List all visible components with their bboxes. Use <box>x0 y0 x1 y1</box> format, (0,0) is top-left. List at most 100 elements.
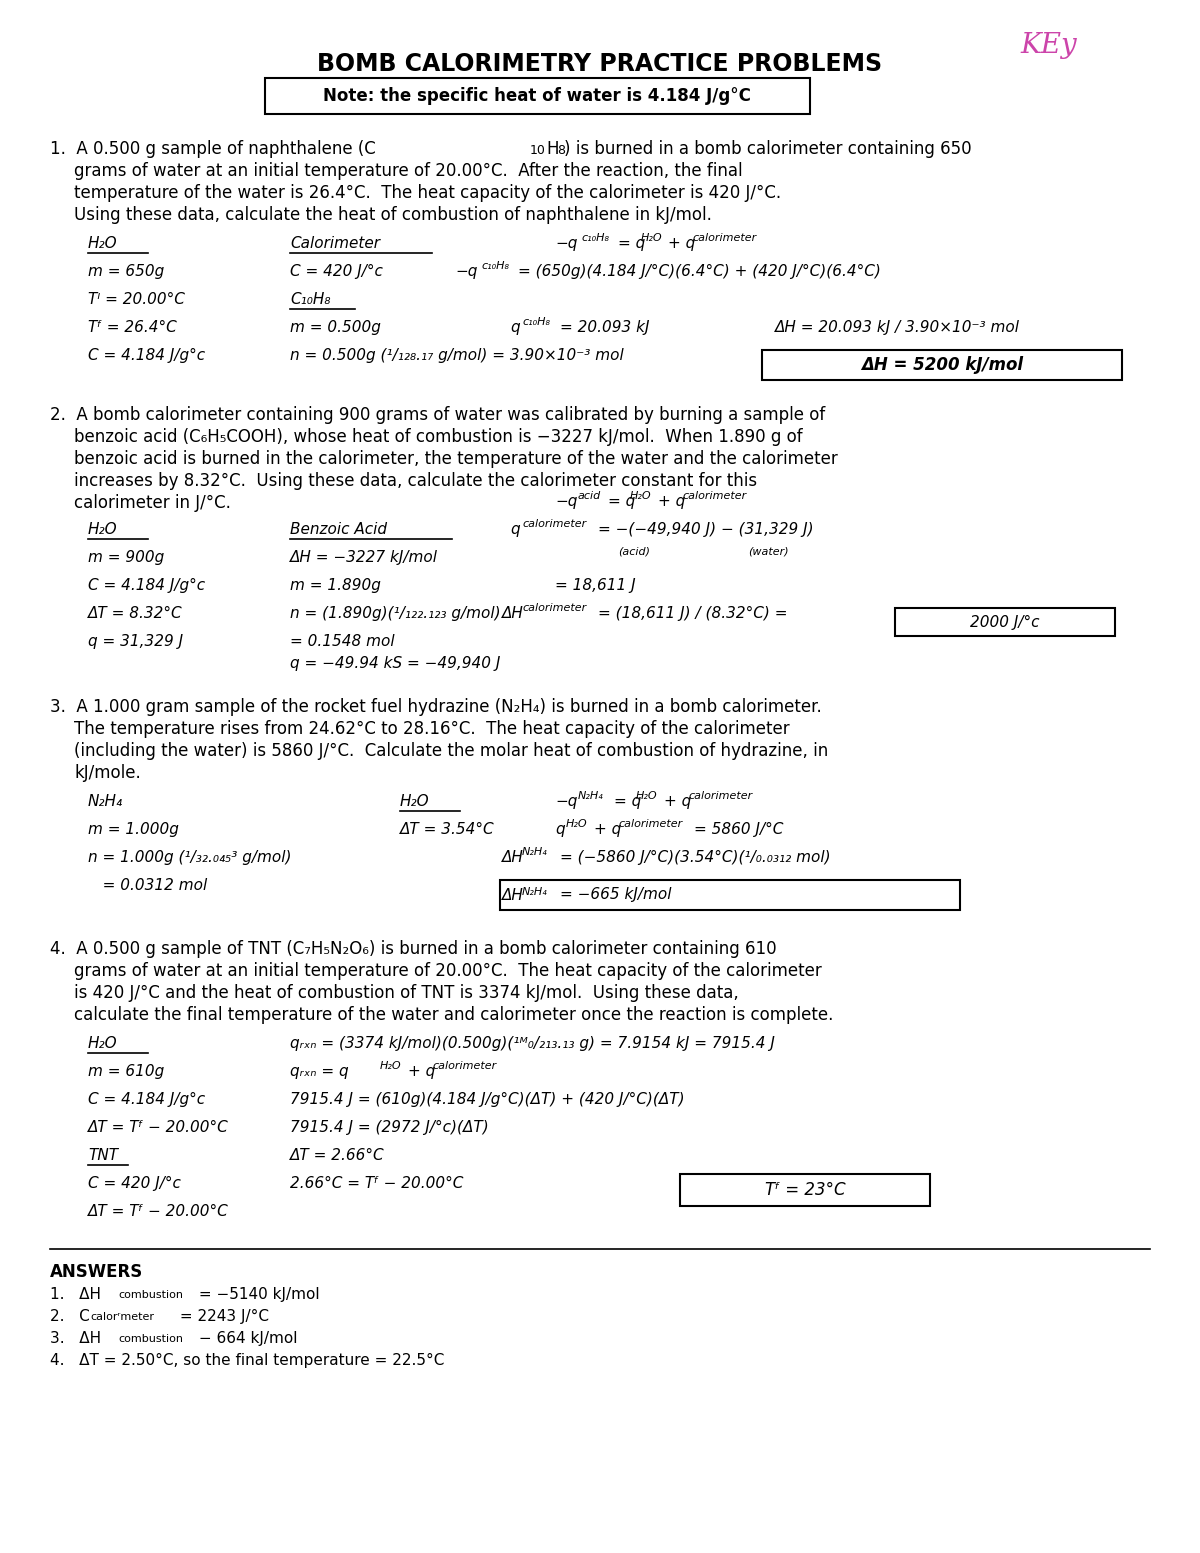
Text: H₂O: H₂O <box>88 522 118 537</box>
Bar <box>265 78 810 113</box>
Text: ΔH = −3227 kJ/mol: ΔH = −3227 kJ/mol <box>290 550 438 565</box>
Text: H: H <box>546 140 558 158</box>
Text: calorimeter: calorimeter <box>692 233 756 242</box>
Text: −q: −q <box>554 236 577 252</box>
Text: 4.  A 0.500 g sample of TNT (C₇H₅N₂O₆) is burned in a bomb calorimeter containin: 4. A 0.500 g sample of TNT (C₇H₅N₂O₆) is… <box>50 940 776 958</box>
Text: m = 0.500g: m = 0.500g <box>290 320 380 335</box>
Text: − 664 kJ/mol: − 664 kJ/mol <box>194 1331 298 1346</box>
Text: = 2243 J/°C: = 2243 J/°C <box>175 1309 269 1325</box>
Text: Note: the specific heat of water is 4.184 J/g°C: Note: the specific heat of water is 4.18… <box>323 87 751 106</box>
Text: 2.  A bomb calorimeter containing 900 grams of water was calibrated by burning a: 2. A bomb calorimeter containing 900 gra… <box>50 405 826 424</box>
Bar <box>895 609 1115 637</box>
Text: H₂O: H₂O <box>641 233 662 242</box>
Text: = −(−49,940 J) − (31,329 J): = −(−49,940 J) − (31,329 J) <box>598 522 814 537</box>
Text: = q: = q <box>614 794 641 809</box>
Text: q: q <box>510 320 520 335</box>
Text: + q: + q <box>668 236 695 252</box>
Text: + q: + q <box>658 494 685 509</box>
Text: 4.   ΔT = 2.50°C, so the final temperature = 22.5°C: 4. ΔT = 2.50°C, so the final temperature… <box>50 1353 444 1368</box>
Text: −q: −q <box>554 494 577 509</box>
Text: m = 650g: m = 650g <box>88 264 164 280</box>
Text: Using these data, calculate the heat of combustion of naphthalene in kJ/mol.: Using these data, calculate the heat of … <box>74 207 712 224</box>
Text: m = 1.000g: m = 1.000g <box>88 822 179 837</box>
Text: ΔT = 3.54°C: ΔT = 3.54°C <box>400 822 494 837</box>
Text: ΔH = 20.093 kJ / 3.90×10⁻³ mol: ΔH = 20.093 kJ / 3.90×10⁻³ mol <box>775 320 1020 335</box>
Text: calorimeter in J/°C.: calorimeter in J/°C. <box>74 494 230 512</box>
Text: H₂O: H₂O <box>566 818 588 829</box>
Text: ANSWERS: ANSWERS <box>50 1263 143 1281</box>
Bar <box>680 1174 930 1207</box>
Text: calorimeter: calorimeter <box>618 818 683 829</box>
Text: c₁₀H₈: c₁₀H₈ <box>581 233 610 242</box>
Text: N₂H₄: N₂H₄ <box>88 794 124 809</box>
Text: q: q <box>554 822 565 837</box>
Text: 7915.4 J = (2972 J/°c)(ΔT): 7915.4 J = (2972 J/°c)(ΔT) <box>290 1120 488 1135</box>
Text: ΔH: ΔH <box>502 887 524 902</box>
Text: C = 420 J/°c: C = 420 J/°c <box>88 1176 181 1191</box>
Text: TNT: TNT <box>88 1148 118 1163</box>
Text: benzoic acid is burned in the calorimeter, the temperature of the water and the : benzoic acid is burned in the calorimete… <box>74 450 838 467</box>
Text: ) is burned in a bomb calorimeter containing 650: ) is burned in a bomb calorimeter contai… <box>564 140 972 158</box>
Text: ΔH = 5200 kJ/mol: ΔH = 5200 kJ/mol <box>860 356 1024 374</box>
Text: KEy: KEy <box>1020 33 1076 59</box>
Text: q = −49.94 kS = −49,940 J: q = −49.94 kS = −49,940 J <box>290 655 500 671</box>
Text: H₂O: H₂O <box>630 491 652 502</box>
Text: Tᶠ = 26.4°C: Tᶠ = 26.4°C <box>88 320 176 335</box>
Text: −q: −q <box>455 264 478 280</box>
Text: c₁₀H₈: c₁₀H₈ <box>481 261 509 272</box>
Text: combustion: combustion <box>118 1334 182 1343</box>
Text: + q: + q <box>594 822 622 837</box>
Text: m = 900g: m = 900g <box>88 550 164 565</box>
Text: is 420 J/°C and the heat of combustion of TNT is 3374 kJ/mol.  Using these data,: is 420 J/°C and the heat of combustion o… <box>74 985 739 1002</box>
Text: N₂H₄: N₂H₄ <box>578 790 604 801</box>
Text: q = 31,329 J: q = 31,329 J <box>88 634 184 649</box>
Text: = (650g)(4.184 J/°C)(6.4°C) + (420 J/°C)(6.4°C): = (650g)(4.184 J/°C)(6.4°C) + (420 J/°C)… <box>518 264 881 280</box>
Text: + q: + q <box>408 1064 436 1079</box>
Text: Calorimeter: Calorimeter <box>290 236 380 252</box>
Text: (water): (water) <box>748 547 788 558</box>
Text: Tᶠ = 23°C: Tᶠ = 23°C <box>764 1180 845 1199</box>
Text: = (18,611 J) / (8.32°C) =: = (18,611 J) / (8.32°C) = <box>598 606 787 621</box>
Text: Tᴵ = 20.00°C: Tᴵ = 20.00°C <box>88 292 185 307</box>
Text: = q: = q <box>618 236 646 252</box>
Text: increases by 8.32°C.  Using these data, calculate the calorimeter constant for t: increases by 8.32°C. Using these data, c… <box>74 472 757 491</box>
Text: calculate the final temperature of the water and calorimeter once the reaction i: calculate the final temperature of the w… <box>74 1006 833 1023</box>
Text: 1.   ΔH: 1. ΔH <box>50 1287 101 1301</box>
Text: C = 4.184 J/g°c: C = 4.184 J/g°c <box>88 348 205 363</box>
Text: calorimeter: calorimeter <box>688 790 752 801</box>
Text: 2000 J/°c: 2000 J/°c <box>971 615 1039 629</box>
Text: 2.66°C = Tᶠ − 20.00°C: 2.66°C = Tᶠ − 20.00°C <box>290 1176 463 1191</box>
Text: BOMB CALORIMETRY PRACTICE PROBLEMS: BOMB CALORIMETRY PRACTICE PROBLEMS <box>318 51 882 76</box>
Text: C₁₀H₈: C₁₀H₈ <box>290 292 330 307</box>
Text: acid: acid <box>578 491 601 502</box>
Text: −q: −q <box>554 794 577 809</box>
Text: ΔH: ΔH <box>502 606 524 621</box>
Text: benzoic acid (C₆H₅COOH), whose heat of combustion is −3227 kJ/mol.  When 1.890 g: benzoic acid (C₆H₅COOH), whose heat of c… <box>74 429 803 446</box>
Text: qᵣₓₙ = q: qᵣₓₙ = q <box>290 1064 349 1079</box>
Text: n = 1.000g (¹/₃₂.₀₄₅³ g/mol): n = 1.000g (¹/₃₂.₀₄₅³ g/mol) <box>88 849 292 865</box>
Text: c₁₀H₈: c₁₀H₈ <box>522 317 550 328</box>
Text: = 5860 J/°C: = 5860 J/°C <box>694 822 784 837</box>
Text: = −5140 kJ/mol: = −5140 kJ/mol <box>194 1287 319 1301</box>
Text: = q: = q <box>608 494 635 509</box>
Text: m = 610g: m = 610g <box>88 1064 164 1079</box>
Text: The temperature rises from 24.62°C to 28.16°C.  The heat capacity of the calorim: The temperature rises from 24.62°C to 28… <box>74 721 790 738</box>
Text: calorimeter: calorimeter <box>682 491 746 502</box>
Text: H₂O: H₂O <box>636 790 658 801</box>
Text: grams of water at an initial temperature of 20.00°C.  The heat capacity of the c: grams of water at an initial temperature… <box>74 961 822 980</box>
Text: qᵣₓₙ = (3374 kJ/mol)(0.500g)(¹ᴹ₀/₂₁₃.₁₃ g) = 7.9154 kJ = 7915.4 J: qᵣₓₙ = (3374 kJ/mol)(0.500g)(¹ᴹ₀/₂₁₃.₁₃ … <box>290 1036 775 1051</box>
Text: = 20.093 kJ: = 20.093 kJ <box>560 320 649 335</box>
Text: (acid): (acid) <box>618 547 650 558</box>
Text: H₂O: H₂O <box>380 1061 402 1072</box>
Text: q: q <box>510 522 520 537</box>
Text: H₂O: H₂O <box>400 794 430 809</box>
Bar <box>762 349 1122 380</box>
Text: n = 0.500g (¹/₁₂₈.₁₇ g/mol) = 3.90×10⁻³ mol: n = 0.500g (¹/₁₂₈.₁₇ g/mol) = 3.90×10⁻³ … <box>290 348 624 363</box>
Text: 3.  A 1.000 gram sample of the rocket fuel hydrazine (N₂H₄) is burned in a bomb : 3. A 1.000 gram sample of the rocket fue… <box>50 697 822 716</box>
Text: 2.   C: 2. C <box>50 1309 90 1325</box>
Text: calorimeter: calorimeter <box>522 603 587 613</box>
Text: m = 1.890g: m = 1.890g <box>290 578 380 593</box>
Text: 8: 8 <box>557 144 565 157</box>
Text: n = (1.890g)(¹/₁₂₂.₁₂₃ g/mol): n = (1.890g)(¹/₁₂₂.₁₂₃ g/mol) <box>290 606 500 621</box>
Text: calorimeter: calorimeter <box>432 1061 497 1072</box>
